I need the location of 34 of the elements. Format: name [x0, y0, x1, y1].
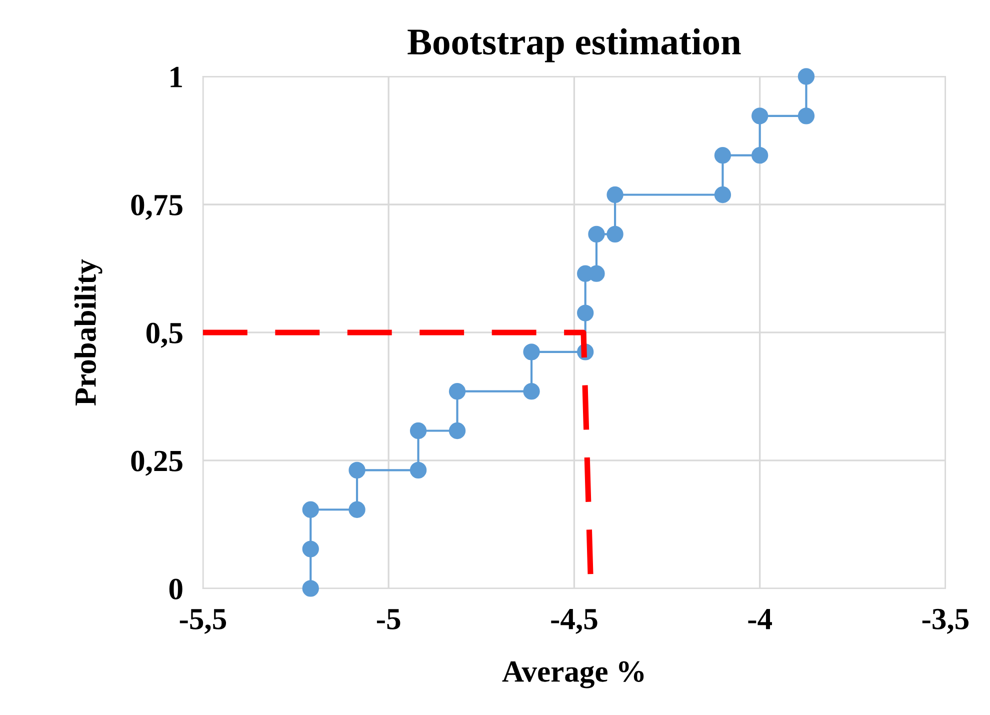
point — [410, 422, 427, 440]
point — [798, 68, 815, 85]
point — [606, 226, 624, 243]
point — [588, 226, 605, 243]
point — [606, 186, 624, 204]
y-tick-label: 0,5 — [146, 322, 182, 348]
y-axis-title: Probability — [74, 259, 102, 406]
point — [577, 304, 594, 322]
point — [798, 108, 815, 124]
x-tick-label: -4 — [748, 608, 772, 630]
x-tick-label: -4,5 — [551, 608, 598, 634]
point — [410, 462, 427, 479]
point — [348, 501, 366, 518]
y-tick-label: 0 — [169, 578, 182, 600]
y-tick-label: 1 — [170, 66, 182, 88]
point — [714, 147, 732, 164]
point — [302, 580, 319, 597]
point — [348, 462, 366, 479]
point — [448, 422, 466, 440]
chart-title: Bootstrap estimation — [408, 28, 741, 62]
point — [714, 186, 732, 204]
x-tick-label: -3,5 — [922, 608, 969, 634]
y-tick-label: 0,75 — [131, 194, 182, 220]
point — [448, 383, 466, 400]
point — [302, 501, 319, 518]
x-tick-label: -5 — [376, 609, 400, 630]
y-tick-label: 0,25 — [131, 450, 182, 476]
point — [302, 540, 319, 558]
point — [523, 344, 540, 360]
x-tick-label: -5,5 — [180, 609, 226, 634]
x-axis-title: Average % — [502, 661, 644, 688]
point — [751, 147, 768, 164]
point — [523, 383, 540, 400]
point — [751, 108, 768, 124]
